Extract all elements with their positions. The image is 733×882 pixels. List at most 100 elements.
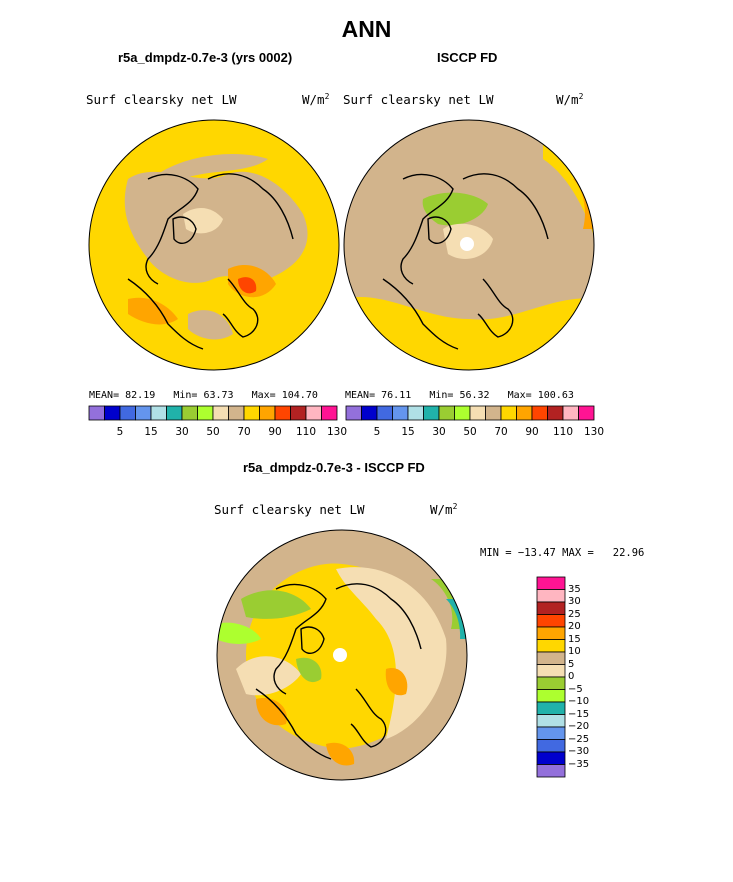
panel2-subtitle: ISCCP FD (437, 50, 498, 65)
panel2-coastline-greenland (427, 216, 452, 245)
diff-colorbar-swatch-3 (536, 614, 566, 628)
diff-colorbar-tick-label: 30 (568, 596, 581, 607)
panel2-colorbar-swatch-3 (392, 405, 409, 421)
panel1-colorbar-tick-label: 5 (116, 426, 124, 438)
panel2-colorbar-swatch-7 (454, 405, 471, 421)
panel2-colorbar-tick-label: 70 (494, 426, 508, 438)
diff-colorbar-swatch-1 (536, 589, 566, 603)
diff-coastline-asia (335, 583, 422, 650)
panel1-colorbar-swatch-8 (212, 405, 229, 421)
panel1-field-band (158, 154, 268, 179)
panel1-colorbar-swatch-10 (243, 405, 260, 421)
panel2-unit: W/m2 (556, 92, 584, 108)
diff-colorbar-tick-label: −15 (568, 708, 590, 720)
panel1-colorbar-swatch-6 (181, 405, 198, 421)
panel1-field-core (183, 207, 223, 234)
panel1-colorbar (88, 405, 338, 421)
diff-unit: W/m2 (430, 502, 458, 518)
panel2-colorbar-swatch-14 (562, 405, 579, 421)
diff-colorbar-tick-label: 15 (568, 633, 581, 645)
panel2-colorbar-tick-label: 110 (552, 426, 574, 438)
diff-colorbar-swatch-6 (536, 651, 566, 665)
panel1-colorbar-swatch-2 (119, 405, 136, 421)
diff-coastline-europe (350, 688, 387, 748)
panel2-colorbar-swatch-4 (407, 405, 424, 421)
diff-field-orange2 (385, 668, 408, 696)
diff-pole-marker (333, 648, 347, 662)
diff-colorbar-swatch-2 (536, 601, 566, 615)
diff-colorbar-tick-label: 25 (568, 608, 581, 620)
panel2-stats: MEAN= 76.11 Min= 56.32 Max= 100.63 (345, 390, 574, 401)
panel1-colorbar-ticks: 5 15 30 50 70 90 110 130 (89, 426, 347, 440)
panel2-colorbar-swatch-9 (485, 405, 502, 421)
diff-colorbar-tick-label: −30 (568, 746, 590, 757)
diff-field-green2 (217, 622, 261, 644)
diff-subtitle: r5a_dmpdz-0.7e-3 - ISCCP FD (243, 460, 425, 475)
diff-field-west (236, 656, 301, 696)
panel1-colorbar-tick-label: 110 (295, 426, 317, 438)
figure-title: ANN (341, 16, 392, 42)
panel2-colorbar-swatch-6 (438, 405, 455, 421)
diff-colorbar-tick-label: −25 (568, 733, 590, 745)
panel2-polar-map (343, 119, 595, 371)
diff-field-orange3 (326, 742, 355, 766)
diff-colorbar-tick-label: 0 (568, 671, 575, 682)
diff-polar-map (216, 529, 468, 781)
panel1-field-land2 (188, 310, 233, 340)
diff-field-green1 (241, 590, 311, 619)
panel1-unit: W/m2 (302, 92, 330, 108)
panel1-colorbar-swatch-15 (321, 405, 338, 421)
diff-field-green4 (296, 657, 322, 683)
panel1-colorbar-tick-label: 15 (144, 426, 158, 438)
panel1-coastline-greenland (172, 216, 197, 245)
panel2-colorbar-swatch-1 (361, 405, 378, 421)
panel2-colorbar-swatch-11 (516, 405, 533, 421)
panel2-colorbar-swatch-2 (376, 405, 393, 421)
diff-colorbar-swatch-15 (536, 764, 566, 778)
diff-colorbar-swatch-0 (536, 576, 566, 590)
panel1-field-hot2 (238, 277, 257, 294)
diff-map-border (216, 529, 468, 781)
diff-colorbar-tick-label: 20 (568, 621, 581, 632)
diff-colorbar-tick-label: 10 (568, 646, 581, 657)
panel2-colorbar-swatch-5 (423, 405, 440, 421)
diff-colorbar-tick-label: −35 (568, 758, 590, 770)
panel2-colorbar-tick-label: 130 (583, 426, 605, 438)
panel2-colorbar-swatch-0 (345, 405, 362, 421)
panel1-stats: MEAN= 82.19 Min= 63.73 Max= 104.70 (89, 390, 318, 401)
panel1-subtitle: r5a_dmpdz-0.7e-3 (yrs 0002) (118, 50, 293, 65)
panel2-coastline-americas (382, 278, 459, 350)
panel1-map-border (88, 119, 340, 371)
panel2-map-border (343, 119, 595, 371)
panel2-colorbar-ticks: 5 15 30 50 70 90 110 130 (346, 426, 604, 440)
diff-field-orange1 (256, 698, 287, 726)
panel1-field-label: Surf clearsky net LW (86, 92, 237, 107)
panel2-coastline-europe (477, 278, 514, 338)
diff-field-label: Surf clearsky net LW (214, 502, 365, 517)
diff-colorbar-swatch-8 (536, 676, 566, 690)
panel1-coastline-asia (207, 173, 294, 240)
diff-colorbar-tick-label: −20 (568, 721, 590, 732)
diff-colorbar-swatch-7 (536, 664, 566, 678)
diff-colorbar-tick-label: 5 (568, 658, 575, 670)
panel2-colorbar-swatch-10 (500, 405, 517, 421)
panel2-colorbar-tick-label: 90 (525, 426, 539, 438)
diff-colorbar-swatch-10 (536, 701, 566, 715)
panel1-colorbar-swatch-11 (259, 405, 276, 421)
panel2-colorbar-tick-label: 15 (401, 426, 415, 438)
diff-colorbar-swatch-11 (536, 714, 566, 728)
panel1-colorbar-tick-label: 30 (175, 426, 189, 438)
panel2-colorbar (345, 405, 595, 421)
panel1-colorbar-swatch-3 (135, 405, 152, 421)
panel1-colorbar-tick-label: 70 (237, 426, 251, 438)
panel2-colorbar-swatch-13 (547, 405, 564, 421)
panel1-coastline-eurasia (145, 173, 199, 285)
diff-colorbar-swatch-9 (536, 689, 566, 703)
panel1-colorbar-swatch-5 (166, 405, 183, 421)
panel1-coastline-americas (127, 278, 204, 350)
panel1-polar-map (88, 119, 340, 371)
panel2-colorbar-tick-label: 5 (373, 426, 381, 438)
diff-coastline-greenland (300, 626, 325, 655)
panel1-colorbar-swatch-13 (290, 405, 307, 421)
panel2-colorbar-tick-label: 30 (432, 426, 446, 438)
